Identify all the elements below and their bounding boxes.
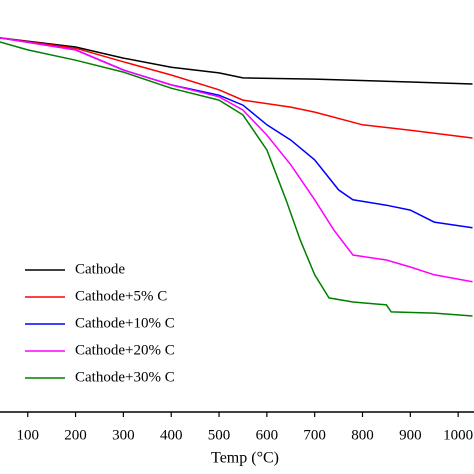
series-line [0,41,473,317]
x-tick-label: 600 [256,427,279,443]
legend-label: Cathode+20% C [75,342,175,358]
legend-label: Cathode [75,261,125,277]
series-line [0,37,473,85]
legend-label: Cathode+30% C [75,369,175,385]
series-line [0,37,473,283]
x-tick-label: 900 [399,427,422,443]
x-tick-label: 500 [208,427,231,443]
x-tick-label: 1000 [443,427,473,443]
legend-label: Cathode+10% C [75,315,175,331]
x-tick-label: 700 [303,427,326,443]
x-tick-label: 400 [160,427,183,443]
series-line [0,37,473,229]
x-tick-label: 300 [112,427,135,443]
x-tick-label: 100 [16,427,39,443]
x-tick-label: 800 [351,427,374,443]
legend-label: Cathode+5% C [75,288,167,304]
x-tick-label: 200 [64,427,87,443]
x-axis-title: Temp (°C) [211,450,279,467]
series-line [0,37,473,139]
